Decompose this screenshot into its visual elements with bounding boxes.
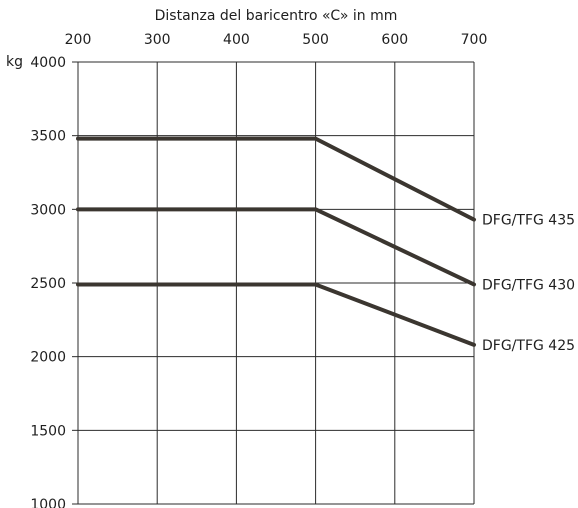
- y-tick-label: 2500: [30, 276, 66, 292]
- y-tick-labels: 4000 3500 3000 2500 2000 1500 1000: [30, 55, 66, 508]
- series-label: DFG/TFG 435: [482, 213, 575, 229]
- y-axis-unit-label: kg: [6, 54, 23, 70]
- y-tick-label: 1000: [30, 497, 66, 508]
- series-label: DFG/TFG 425: [482, 338, 575, 354]
- series-label: DFG/TFG 430: [482, 277, 575, 293]
- x-tick-labels: 200 300 400 500 600 700: [65, 32, 488, 48]
- series-line: [76, 207, 476, 287]
- y-tick-label: 4000: [30, 55, 66, 71]
- x-tick-label: 400: [223, 32, 250, 48]
- y-tick-label: 3000: [30, 202, 66, 218]
- y-tick-label: 1500: [30, 423, 66, 439]
- y-tick-label: 2000: [30, 350, 66, 366]
- series-line: [76, 282, 476, 347]
- x-tick-label: 300: [144, 32, 171, 48]
- x-tick-label: 500: [302, 32, 329, 48]
- series-labels: DFG/TFG 435 DFG/TFG 430 DFG/TFG 425: [482, 213, 575, 354]
- x-tick-label: 200: [65, 32, 92, 48]
- x-tick-label: 700: [461, 32, 488, 48]
- y-tick-label: 3500: [30, 129, 66, 145]
- series-line: [76, 136, 476, 222]
- x-tick-label: 600: [381, 32, 408, 48]
- x-axis-title: Distanza del baricentro «C» in mm: [155, 8, 398, 24]
- series-lines: [76, 136, 476, 347]
